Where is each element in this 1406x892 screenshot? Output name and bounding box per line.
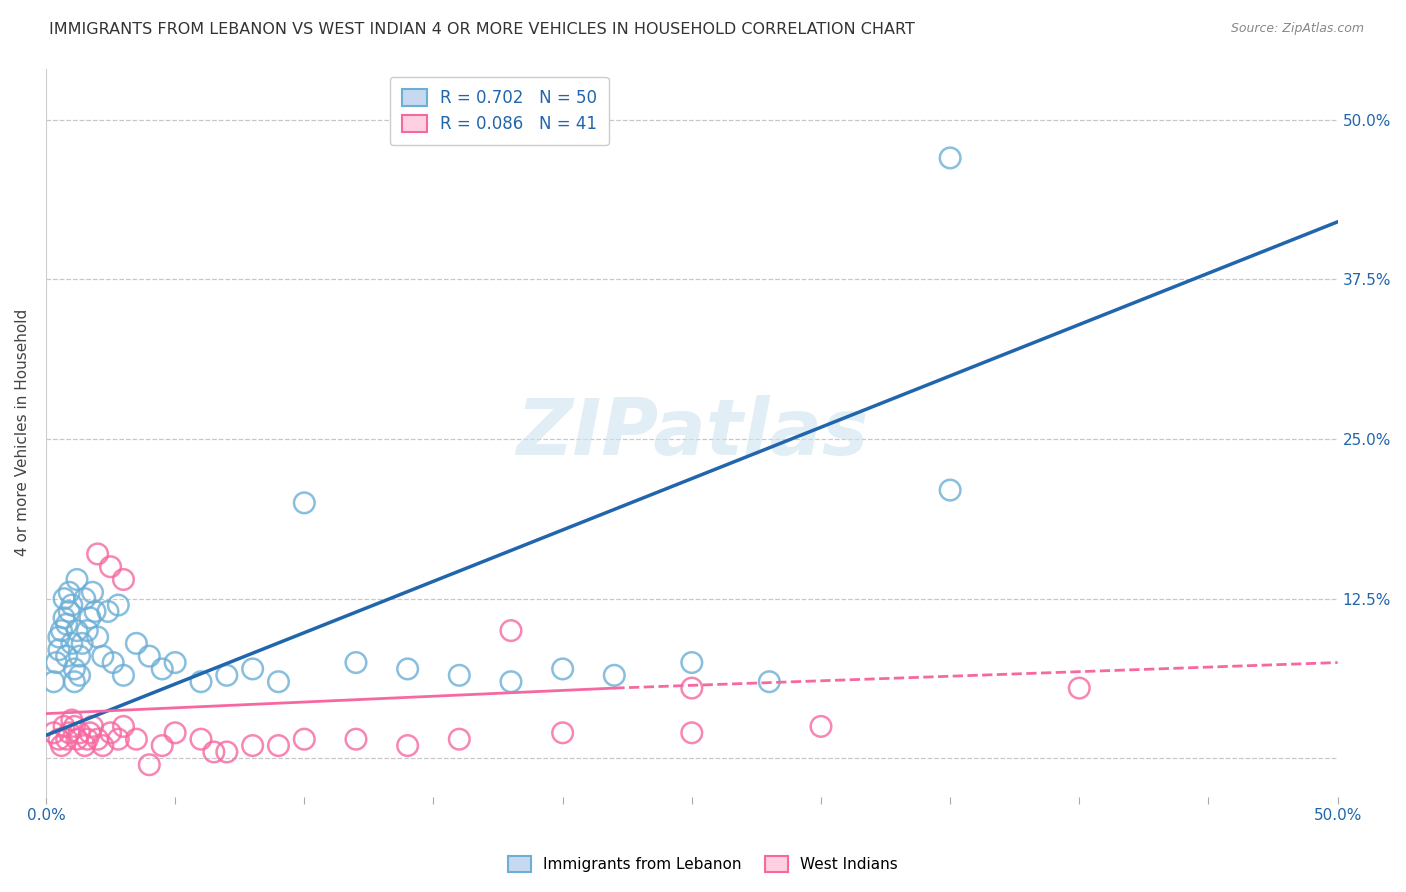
Point bbox=[215, 745, 238, 759]
Point bbox=[60, 713, 83, 727]
Point bbox=[292, 496, 315, 510]
Point bbox=[101, 656, 124, 670]
Point bbox=[449, 668, 471, 682]
Point bbox=[86, 630, 108, 644]
Point bbox=[79, 726, 101, 740]
Point bbox=[69, 668, 91, 682]
Point bbox=[66, 624, 89, 638]
Point bbox=[499, 674, 522, 689]
Point bbox=[100, 559, 122, 574]
Point bbox=[58, 604, 80, 618]
Text: IMMIGRANTS FROM LEBANON VS WEST INDIAN 4 OR MORE VEHICLES IN HOUSEHOLD CORRELATI: IMMIGRANTS FROM LEBANON VS WEST INDIAN 4… bbox=[49, 22, 915, 37]
Y-axis label: 4 or more Vehicles in Household: 4 or more Vehicles in Household bbox=[15, 309, 30, 557]
Point bbox=[48, 642, 70, 657]
Point bbox=[499, 624, 522, 638]
Point bbox=[165, 726, 187, 740]
Point bbox=[112, 668, 135, 682]
Point bbox=[60, 598, 83, 612]
Point bbox=[82, 719, 104, 733]
Point bbox=[138, 757, 160, 772]
Point bbox=[202, 745, 225, 759]
Point bbox=[267, 739, 290, 753]
Point bbox=[107, 732, 129, 747]
Point bbox=[55, 732, 77, 747]
Point bbox=[42, 726, 65, 740]
Point bbox=[86, 732, 108, 747]
Point bbox=[63, 674, 86, 689]
Text: Source: ZipAtlas.com: Source: ZipAtlas.com bbox=[1230, 22, 1364, 36]
Point bbox=[63, 662, 86, 676]
Point bbox=[681, 656, 703, 670]
Point bbox=[603, 668, 626, 682]
Point bbox=[344, 732, 367, 747]
Point bbox=[69, 649, 91, 664]
Point bbox=[51, 739, 73, 753]
Point bbox=[66, 573, 89, 587]
Point bbox=[97, 604, 120, 618]
Text: ZIPatlas: ZIPatlas bbox=[516, 394, 868, 471]
Point bbox=[150, 662, 173, 676]
Point bbox=[91, 649, 114, 664]
Point bbox=[242, 739, 264, 753]
Point bbox=[73, 591, 96, 606]
Point bbox=[70, 636, 93, 650]
Point bbox=[190, 674, 212, 689]
Point bbox=[165, 656, 187, 670]
Point bbox=[66, 732, 89, 747]
Point bbox=[55, 649, 77, 664]
Point bbox=[76, 732, 98, 747]
Point bbox=[138, 649, 160, 664]
Point bbox=[82, 585, 104, 599]
Point bbox=[53, 591, 76, 606]
Point bbox=[939, 483, 962, 497]
Point bbox=[58, 585, 80, 599]
Point bbox=[551, 662, 574, 676]
Point bbox=[112, 573, 135, 587]
Legend: Immigrants from Lebanon, West Indians: Immigrants from Lebanon, West Indians bbox=[501, 848, 905, 880]
Point bbox=[48, 732, 70, 747]
Point bbox=[86, 547, 108, 561]
Point bbox=[76, 624, 98, 638]
Point bbox=[51, 624, 73, 638]
Point bbox=[100, 726, 122, 740]
Point bbox=[215, 668, 238, 682]
Point bbox=[344, 656, 367, 670]
Point bbox=[58, 726, 80, 740]
Point bbox=[396, 662, 419, 676]
Point bbox=[681, 681, 703, 695]
Point bbox=[45, 656, 67, 670]
Point bbox=[150, 739, 173, 753]
Point bbox=[84, 604, 107, 618]
Point bbox=[107, 598, 129, 612]
Point bbox=[125, 636, 148, 650]
Point bbox=[242, 662, 264, 676]
Point bbox=[79, 611, 101, 625]
Point bbox=[758, 674, 780, 689]
Point bbox=[91, 739, 114, 753]
Point bbox=[112, 719, 135, 733]
Point bbox=[55, 617, 77, 632]
Point bbox=[1069, 681, 1091, 695]
Point bbox=[42, 674, 65, 689]
Point bbox=[60, 636, 83, 650]
Point bbox=[190, 732, 212, 747]
Point bbox=[125, 732, 148, 747]
Point bbox=[53, 611, 76, 625]
Point bbox=[939, 151, 962, 165]
Point bbox=[69, 726, 91, 740]
Point bbox=[681, 726, 703, 740]
Point bbox=[396, 739, 419, 753]
Point bbox=[48, 630, 70, 644]
Point bbox=[73, 739, 96, 753]
Point bbox=[63, 719, 86, 733]
Point bbox=[53, 719, 76, 733]
Point bbox=[810, 719, 832, 733]
Point bbox=[292, 732, 315, 747]
Point bbox=[551, 726, 574, 740]
Point bbox=[267, 674, 290, 689]
Legend: R = 0.702   N = 50, R = 0.086   N = 41: R = 0.702 N = 50, R = 0.086 N = 41 bbox=[389, 77, 609, 145]
Point bbox=[449, 732, 471, 747]
